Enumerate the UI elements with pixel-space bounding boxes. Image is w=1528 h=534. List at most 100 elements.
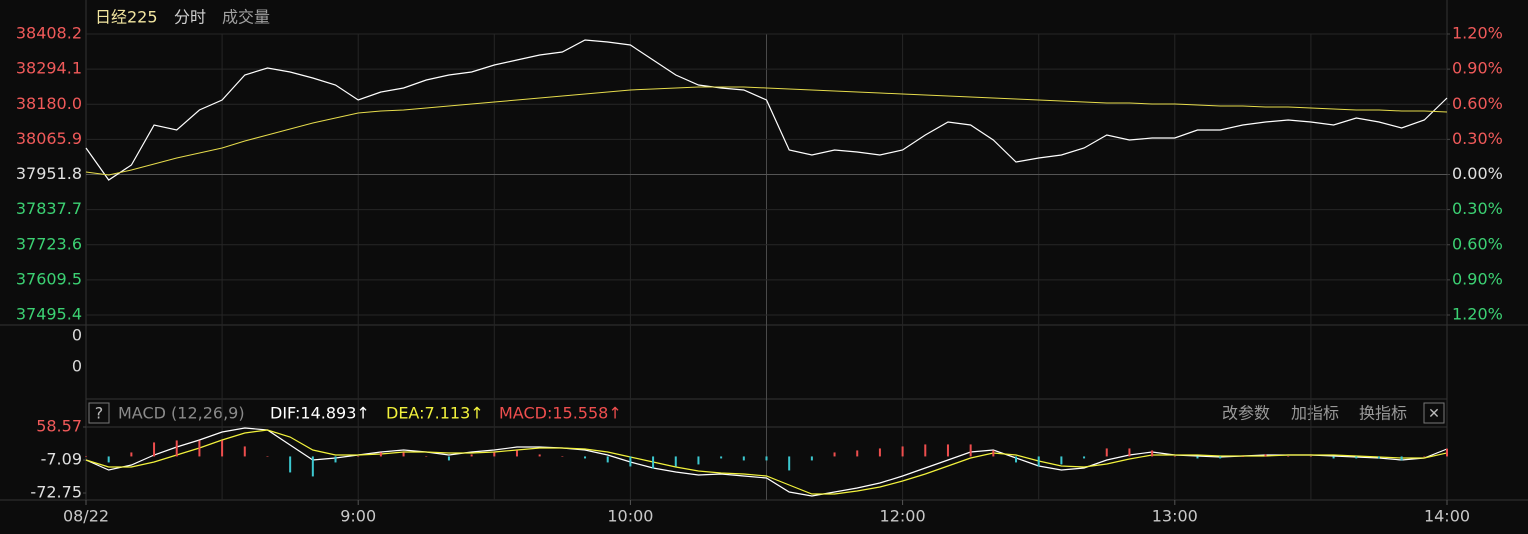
macd-bar xyxy=(130,452,133,457)
macd-bar xyxy=(1423,456,1426,457)
help-button[interactable]: ? xyxy=(95,404,104,423)
y2-tick-label: 0.60% xyxy=(1452,94,1503,113)
x-tick-label: 14:00 xyxy=(1424,507,1470,526)
macd-bar xyxy=(1219,456,1222,459)
y-tick-label: 37723.6 xyxy=(16,234,82,253)
tab[interactable]: 分时 xyxy=(174,8,206,27)
x-tick-label: 13:00 xyxy=(1152,507,1198,526)
close-button[interactable]: ✕ xyxy=(1428,406,1440,422)
y-tick-label: 37951.8 xyxy=(16,164,82,183)
y-tick-label: 58.57 xyxy=(36,417,82,436)
macd-bar xyxy=(243,446,246,457)
macd-bar xyxy=(924,444,927,457)
y-tick-label: 37495.4 xyxy=(16,305,82,324)
macd-bar xyxy=(969,444,972,457)
control-button[interactable]: 改参数 xyxy=(1222,404,1270,423)
macd-line xyxy=(85,429,1448,495)
macd-bar xyxy=(1173,456,1176,457)
macd-bar xyxy=(447,456,450,461)
macd-bar xyxy=(334,456,337,463)
macd-bar xyxy=(765,456,768,461)
macd-bar xyxy=(1196,456,1199,459)
y-tick-label: 38294.1 xyxy=(16,59,82,78)
macd-bar xyxy=(1264,454,1267,457)
macd-bar xyxy=(1309,456,1312,457)
macd-bar xyxy=(402,452,405,457)
macd-bar xyxy=(1151,450,1154,457)
y-tick-label: 38408.2 xyxy=(16,24,82,43)
macd-bar xyxy=(379,452,382,457)
y-tick-label: -72.75 xyxy=(30,483,82,502)
macd-bar xyxy=(425,456,428,457)
macd-bar xyxy=(1037,456,1040,467)
macd-bar xyxy=(221,440,224,457)
macd-bar xyxy=(1400,456,1403,461)
y-tick-label: 38065.9 xyxy=(16,129,82,148)
macd-bar xyxy=(107,456,110,463)
macd-bar xyxy=(470,454,473,457)
y-tick-label: -7.09 xyxy=(41,450,82,469)
volume-tick-label: 0 xyxy=(72,326,82,345)
control-button[interactable]: 换指标 xyxy=(1359,404,1407,423)
y2-tick-label: 1.20% xyxy=(1452,305,1503,324)
macd-bar xyxy=(1083,456,1086,459)
macd-bar xyxy=(1377,456,1380,459)
close-box[interactable] xyxy=(1423,402,1445,424)
y2-tick-label: 1.20% xyxy=(1452,24,1503,43)
macd-bar xyxy=(175,440,178,457)
control-button[interactable]: 加指标 xyxy=(1291,404,1339,423)
macd-bar xyxy=(1015,456,1018,463)
macd-bar xyxy=(538,454,541,457)
macd-bar xyxy=(720,456,723,459)
macd-bar xyxy=(266,456,269,457)
index-name: 日经225 xyxy=(95,8,158,27)
x-tick-label: 9:00 xyxy=(340,507,376,526)
macd-bar xyxy=(153,442,156,457)
macd-bar xyxy=(1241,456,1244,457)
y-tick-label: 38180.0 xyxy=(16,94,82,113)
x-tick-label: 08/22 xyxy=(63,507,109,526)
y2-tick-label: 0.00% xyxy=(1452,164,1503,183)
macd-bar xyxy=(697,456,700,465)
macd-bar xyxy=(742,456,745,461)
macd-bar xyxy=(515,450,518,457)
macd-bar xyxy=(946,444,949,457)
y-tick-label: 37609.5 xyxy=(16,269,82,288)
macd-bar xyxy=(85,456,87,457)
macd-bar xyxy=(1355,456,1358,459)
macd-bar xyxy=(493,452,496,457)
macd-bar xyxy=(674,456,677,467)
macd-bar xyxy=(1287,456,1290,457)
macd-bar xyxy=(198,440,201,457)
y2-tick-label: 0.90% xyxy=(1452,269,1503,288)
y-tick-label: 37837.7 xyxy=(16,199,82,218)
y2-tick-label: 0.60% xyxy=(1452,234,1503,253)
macd-bar xyxy=(1128,448,1131,457)
y2-tick-label: 0.30% xyxy=(1452,199,1503,218)
macd-bar xyxy=(584,456,587,459)
macd-bar xyxy=(1446,448,1448,457)
volume-tick-label: 0 xyxy=(72,357,82,376)
macd-bar xyxy=(788,456,791,471)
tab[interactable]: 成交量 xyxy=(222,8,270,27)
macd-bar xyxy=(606,456,609,463)
x-tick-label: 12:00 xyxy=(880,507,926,526)
price-line xyxy=(85,86,1448,176)
legend-entry: MACD:15.558↑ xyxy=(499,404,622,423)
macd-bar xyxy=(561,456,564,457)
macd-bar xyxy=(652,456,655,469)
macd-bar xyxy=(810,456,813,461)
indicator-title: MACD (12,26,9) xyxy=(118,404,245,423)
legend-entry: DIF:14.893↑ xyxy=(270,404,370,423)
macd-bar xyxy=(878,448,881,457)
price-line xyxy=(85,39,1448,181)
help-box[interactable] xyxy=(88,402,110,424)
macd-bar xyxy=(289,456,292,473)
macd-bar xyxy=(357,456,360,457)
macd-bar xyxy=(1060,456,1063,465)
macd-bar xyxy=(833,452,836,457)
